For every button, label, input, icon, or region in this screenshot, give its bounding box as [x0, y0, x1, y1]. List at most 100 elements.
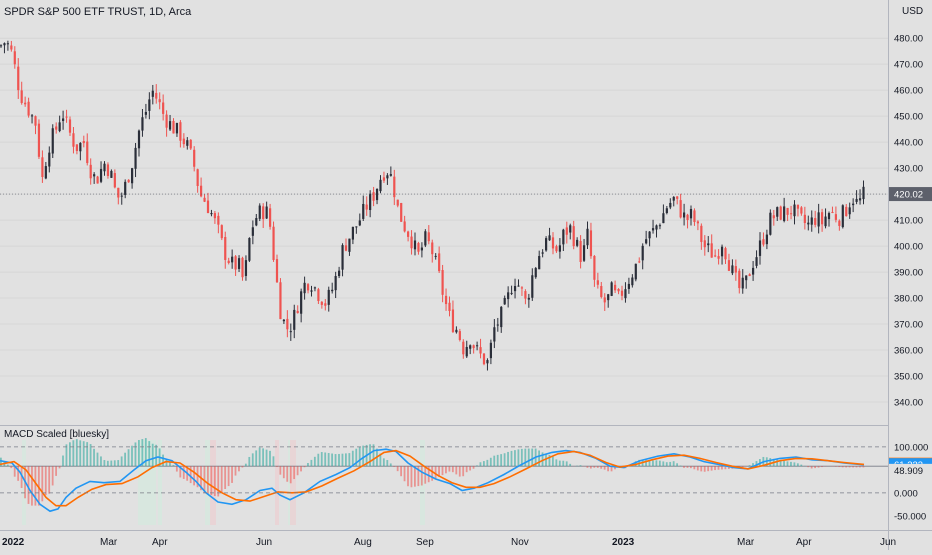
time-tick-label: Jun: [256, 537, 272, 548]
candle-body: [190, 140, 192, 149]
candle-body: [200, 186, 202, 197]
candle-body: [455, 330, 457, 332]
candle-body: [90, 165, 92, 178]
candle-body: [738, 271, 740, 288]
histogram-bar: [41, 466, 43, 501]
price-tick-label: 370.00: [894, 320, 923, 331]
histogram-bar: [83, 441, 85, 466]
histogram-bar: [414, 466, 416, 486]
candle-body: [238, 258, 240, 269]
candle-body: [59, 122, 61, 131]
candle-body: [186, 140, 188, 146]
candle-body: [790, 213, 792, 214]
histogram-bar: [93, 449, 95, 466]
candle-body: [21, 90, 23, 103]
histogram-bar: [31, 466, 33, 505]
candle-body: [235, 256, 237, 269]
candle-body: [521, 287, 523, 288]
histogram-bar: [128, 449, 130, 466]
candle-body: [383, 177, 385, 180]
candle-body: [431, 242, 433, 254]
candle-body: [642, 246, 644, 260]
candle-body: [376, 189, 378, 200]
histogram-bar: [787, 461, 789, 466]
candle-body: [255, 218, 257, 225]
candle-body: [110, 171, 112, 178]
histogram-bar: [769, 458, 771, 466]
candle-body: [580, 241, 582, 262]
candle-body: [86, 142, 88, 163]
histogram-bar: [352, 451, 354, 466]
histogram-bar: [397, 466, 399, 471]
candle-body: [114, 173, 116, 187]
histogram-bar: [666, 462, 668, 466]
candle-body: [279, 282, 281, 319]
histogram-bar: [687, 466, 689, 468]
candle-body: [624, 289, 626, 298]
candle-body: [617, 289, 619, 291]
candle-body: [65, 117, 67, 118]
candle-body: [476, 345, 478, 346]
time-tick-label: Apr: [152, 537, 168, 548]
histogram-bar: [497, 455, 499, 466]
candle-body: [83, 141, 85, 143]
histogram-bar: [863, 466, 865, 467]
price-tick-label: 350.00: [894, 372, 923, 383]
candle-body: [673, 197, 675, 201]
candle-body: [621, 291, 623, 296]
candle-body: [159, 99, 161, 102]
histogram-bar: [304, 466, 306, 467]
candle-body: [759, 240, 761, 255]
candle-body: [818, 212, 820, 226]
histogram-bar: [345, 453, 347, 466]
histogram-bar: [845, 466, 847, 467]
candle-body: [724, 248, 726, 259]
candle-body: [780, 207, 782, 220]
candle-body: [48, 153, 50, 167]
candle-body: [452, 310, 454, 332]
histogram-bar: [493, 456, 495, 467]
candle-body: [362, 204, 364, 219]
histogram-bar: [262, 448, 264, 466]
candle-body: [269, 208, 271, 227]
histogram-bar: [110, 461, 112, 467]
candle-body: [749, 274, 751, 276]
candle-body: [169, 121, 171, 129]
price-tick-label: 360.00: [894, 346, 923, 357]
candle-body: [583, 245, 585, 261]
histogram-bar: [173, 465, 175, 466]
histogram-bar: [404, 466, 406, 481]
candle-body: [62, 118, 64, 121]
candle-body: [400, 203, 402, 222]
candle-body: [231, 257, 233, 263]
price-tick-label: 340.00: [894, 398, 923, 409]
histogram-bar: [566, 461, 568, 466]
candle-body: [297, 311, 299, 313]
candle-body: [379, 180, 381, 191]
candle-body: [210, 213, 212, 214]
histogram-bar: [183, 466, 185, 479]
histogram-bar: [555, 459, 557, 466]
histogram-bar: [335, 454, 337, 466]
histogram-bar: [245, 464, 247, 467]
candle-body: [134, 148, 136, 169]
candle-body: [607, 294, 609, 300]
candle-body: [704, 240, 706, 247]
candle-body: [207, 201, 209, 213]
candle-body: [721, 247, 723, 257]
histogram-bar: [207, 466, 209, 494]
candle-body: [373, 192, 375, 201]
histogram-bar: [721, 466, 723, 469]
candle-body: [545, 238, 547, 250]
candle-body: [166, 115, 168, 128]
histogram-bar: [838, 466, 840, 467]
histogram-bar: [849, 466, 851, 467]
time-tick-label: Jun: [880, 537, 896, 548]
candle-body: [97, 177, 99, 184]
histogram-bar: [10, 466, 12, 468]
histogram-bar: [704, 466, 706, 472]
histogram-bar: [562, 461, 564, 466]
histogram-bar: [673, 461, 675, 466]
